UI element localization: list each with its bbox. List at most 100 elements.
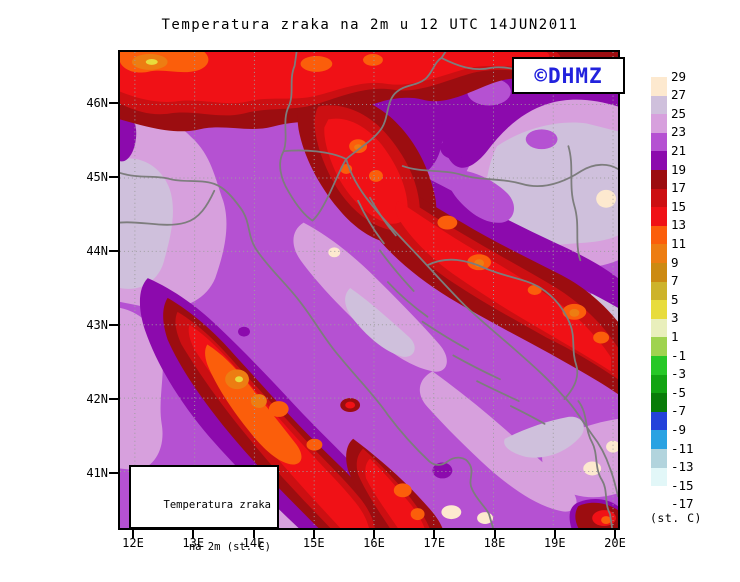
colorbar-boundary-label: -7 bbox=[671, 403, 687, 419]
colorbar-swatch bbox=[651, 356, 667, 376]
colorbar-unit-label: (st. C) bbox=[650, 511, 702, 525]
lon-tick bbox=[433, 530, 436, 538]
colorbar-swatch bbox=[651, 449, 667, 469]
colorbar-swatch bbox=[651, 188, 667, 208]
colorbar-swatch bbox=[651, 132, 667, 152]
lat-tick-label: 44N bbox=[86, 244, 108, 258]
colorbar-swatch bbox=[651, 393, 667, 413]
lon-tick-label: 17E bbox=[423, 536, 446, 550]
colorbar-boundary-label: 11 bbox=[671, 235, 687, 251]
colorbar-boundary-label: -3 bbox=[671, 366, 687, 382]
colorbar-swatch bbox=[651, 411, 667, 431]
lat-tick bbox=[109, 102, 118, 104]
dhmz-logo-text: ©DHMZ bbox=[534, 63, 603, 88]
bosnia-serbia-border bbox=[567, 145, 582, 262]
colorbar-swatch bbox=[651, 486, 667, 506]
island-brac bbox=[452, 354, 501, 381]
lat-tick-label: 42N bbox=[86, 392, 108, 406]
lat-tick bbox=[109, 324, 118, 326]
colorbar-boundary-label: 3 bbox=[671, 310, 679, 326]
colorbar-boundary-label: -9 bbox=[671, 421, 687, 437]
island-peljesac bbox=[509, 405, 546, 425]
colorbar-swatch bbox=[651, 207, 667, 227]
colorbar-swatch bbox=[651, 77, 667, 97]
colorbar-boundary-label: 1 bbox=[671, 328, 679, 344]
lon-tick bbox=[312, 530, 315, 538]
colorbar-boundary-label: -15 bbox=[671, 477, 694, 493]
lat-tick-label: 41N bbox=[86, 466, 108, 480]
lat-tick-label: 43N bbox=[86, 318, 108, 332]
colorbar-swatch bbox=[651, 170, 667, 190]
lon-tick-label: 13E bbox=[182, 536, 205, 550]
colorbar-boundary-label: -11 bbox=[671, 440, 694, 456]
colorbar-boundary-label: 5 bbox=[671, 291, 679, 307]
lon-tick bbox=[373, 530, 375, 538]
island-cres bbox=[357, 199, 385, 245]
colorbar-swatch bbox=[651, 318, 667, 338]
lon-tick bbox=[493, 530, 496, 538]
sava-border bbox=[401, 163, 618, 188]
colorbar-swatch bbox=[651, 225, 667, 245]
lon-tick-label: 16E bbox=[363, 536, 385, 550]
island-krk bbox=[369, 196, 397, 237]
lon-tick bbox=[614, 530, 616, 538]
colorbar-boundary-label: 15 bbox=[671, 198, 687, 214]
colorbar-swatch bbox=[651, 281, 667, 301]
colorbar-boundary-label: 25 bbox=[671, 105, 687, 121]
map-frame: ©DHMZ Temperatura zraka na 2m (st. C) st… bbox=[118, 50, 625, 553]
run-info-box: Temperatura zraka na 2m (st. C) start 00… bbox=[129, 465, 279, 553]
lat-tick bbox=[109, 398, 118, 400]
island-dugi-otok bbox=[386, 281, 429, 318]
colorbar-boundary-label: 21 bbox=[671, 142, 687, 158]
island-pag bbox=[379, 249, 415, 292]
colorbar-boundary-label: 13 bbox=[671, 217, 687, 233]
lon-tick bbox=[252, 530, 255, 538]
run-info-line: Temperatura zraka bbox=[163, 499, 271, 511]
colorbar-swatch bbox=[651, 95, 667, 115]
lon-tick-label: 18E bbox=[483, 536, 506, 550]
lon-tick-label: 14E bbox=[242, 536, 265, 550]
colorbar-swatch bbox=[651, 467, 667, 487]
island-kornati bbox=[421, 320, 470, 351]
lat-tick bbox=[109, 176, 118, 178]
colorbar-boundary-label: -13 bbox=[671, 459, 694, 475]
colorbar-swatch bbox=[651, 263, 667, 283]
lon-tick bbox=[132, 530, 134, 538]
run-info-line: na 2m (st. C) bbox=[188, 541, 271, 553]
slovenia-border bbox=[282, 52, 447, 160]
colorbar-boundary-label: 9 bbox=[671, 254, 679, 270]
lon-tick-label: 19E bbox=[543, 536, 566, 550]
lon-tick bbox=[553, 530, 556, 538]
montenegro-albania-border bbox=[577, 400, 613, 528]
colorbar-swatch bbox=[651, 244, 667, 264]
colorbar-swatch bbox=[651, 337, 667, 357]
colorbar-boundary-label: 27 bbox=[671, 87, 687, 103]
colorbar-swatch bbox=[651, 114, 667, 134]
colorbar-swatch bbox=[651, 151, 667, 171]
colorbar-swatch bbox=[651, 374, 667, 394]
colorbar-boundary-label: -1 bbox=[671, 347, 687, 363]
bosnia-border bbox=[426, 258, 579, 400]
italy-coastline bbox=[120, 172, 494, 528]
colorbar-boundary-label: -17 bbox=[671, 496, 694, 512]
colorbar-boundary-label: 29 bbox=[671, 68, 687, 84]
colorbar-boundary-label: 23 bbox=[671, 124, 687, 140]
lon-tick bbox=[192, 530, 195, 538]
lat-tick-label: 46N bbox=[86, 96, 108, 110]
lon-tick-label: 15E bbox=[302, 536, 325, 550]
temperature-field-map bbox=[120, 52, 618, 528]
lat-tick bbox=[109, 250, 118, 252]
plot-title: Temperatura zraka na 2m u 12 UTC 14JUN20… bbox=[161, 17, 579, 33]
colorbar-swatch bbox=[651, 300, 667, 320]
island-hvar bbox=[476, 380, 520, 402]
colorbar-boundary-label: 17 bbox=[671, 180, 687, 196]
colorbar-boundary-label: -5 bbox=[671, 384, 687, 400]
lat-tick-label: 45N bbox=[86, 170, 108, 184]
field-band-cold-spots bbox=[145, 58, 244, 383]
istria-coastline bbox=[279, 149, 348, 222]
lon-tick-label: 12E bbox=[122, 536, 144, 550]
lat-tick bbox=[109, 472, 118, 474]
colorbar-boundary-label: 19 bbox=[671, 161, 687, 177]
colorbar-swatch bbox=[651, 430, 667, 450]
